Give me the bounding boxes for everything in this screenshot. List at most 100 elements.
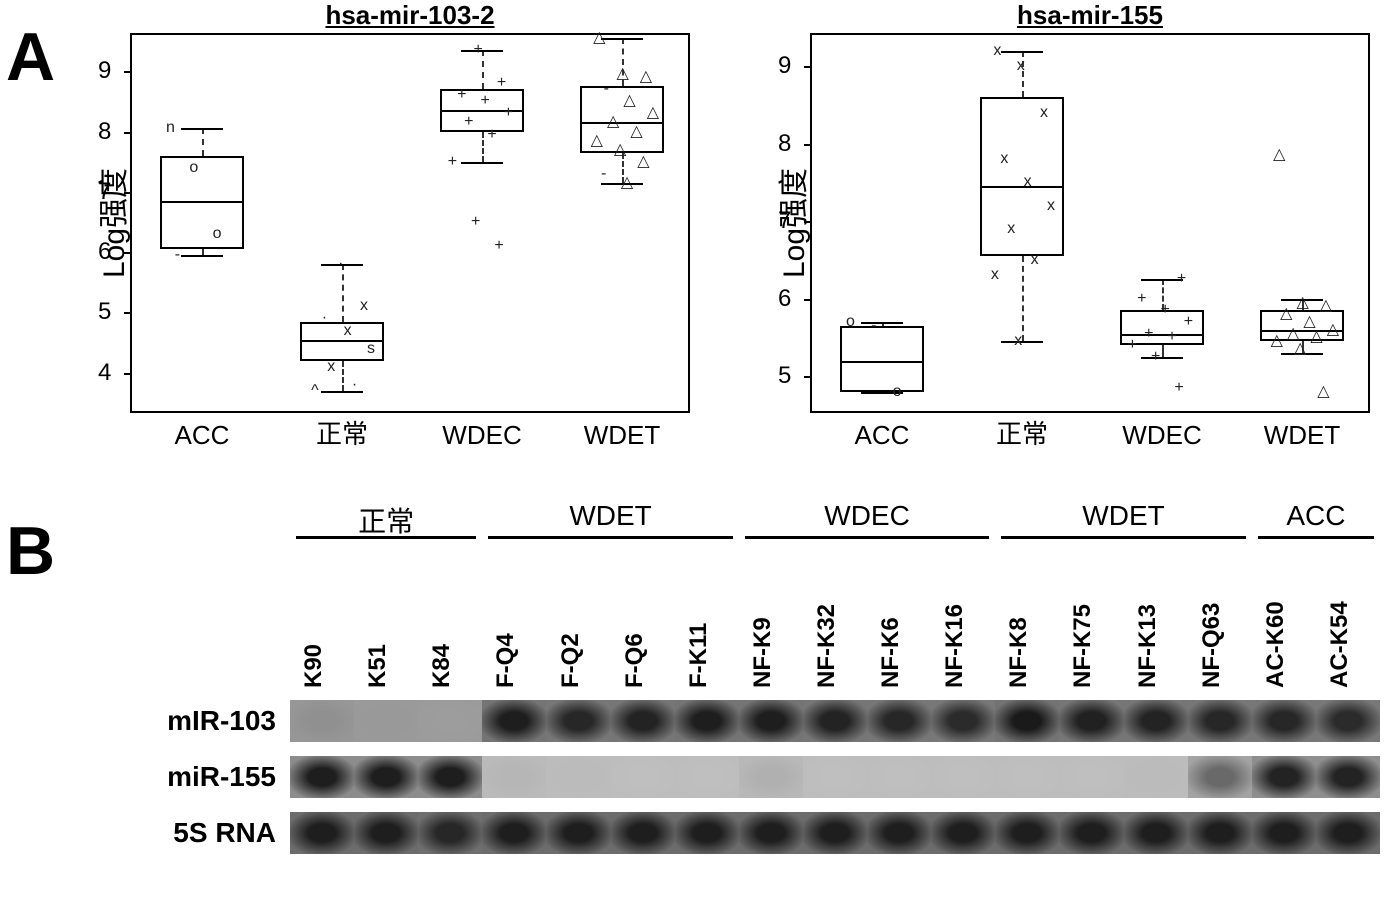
whisker — [1022, 256, 1024, 341]
band — [1252, 812, 1316, 854]
group-header: 正常 — [358, 500, 414, 540]
data-point: + — [487, 127, 496, 143]
band — [482, 756, 546, 798]
y-tick-label: 5 — [778, 362, 791, 390]
band — [1252, 700, 1316, 742]
data-point: · — [322, 310, 327, 326]
band — [931, 700, 995, 742]
band — [867, 700, 931, 742]
data-point: + — [1137, 291, 1146, 307]
band — [1124, 756, 1188, 798]
data-point: + — [474, 42, 483, 58]
lane-label: AC-K60 — [1262, 601, 1290, 688]
data-point: x — [344, 323, 352, 339]
data-point: - — [871, 318, 876, 334]
data-point: x — [1040, 105, 1048, 121]
panel-a: hsa-mir-103-2Log强度456789ACC正常WDECWDETnoo… — [90, 0, 1390, 480]
x-category-label: ACC — [855, 420, 910, 451]
band — [1059, 812, 1123, 854]
band — [995, 756, 1059, 798]
y-tick — [804, 376, 812, 378]
boxplot-chart: hsa-mir-103-2Log强度456789ACC正常WDECWDETnoo… — [130, 0, 690, 480]
lane-label: AC-K54 — [1326, 601, 1354, 688]
lane-labels: K90K51K84F-Q4F-Q2F-Q6F-K11NF-K9NF-K32NF-… — [290, 552, 1380, 692]
data-point: △ — [621, 175, 633, 191]
whisker-cap — [1001, 51, 1043, 53]
blot-rows: mIR-103miR-1555S RNA — [90, 700, 1380, 868]
data-point: △ — [616, 66, 628, 82]
whisker-cap — [1141, 357, 1183, 359]
data-point: x — [1000, 151, 1008, 167]
data-point: + — [471, 214, 480, 230]
band — [611, 700, 675, 742]
data-point: x — [991, 267, 999, 283]
lane-label: NF-Q63 — [1198, 603, 1226, 688]
x-category-label: ACC — [175, 420, 230, 451]
y-tick-label: 8 — [98, 118, 111, 146]
band — [675, 812, 739, 854]
y-tick-label: 7 — [98, 178, 111, 206]
data-point: x — [360, 298, 368, 314]
band — [1059, 700, 1123, 742]
lane-label: K51 — [364, 644, 392, 688]
band — [1188, 756, 1252, 798]
chart-plot-area: Log强度56789ACC正常WDECWDETo-oxxxxxxxxxx++++… — [810, 33, 1370, 413]
blot-row: 5S RNA — [90, 812, 1380, 854]
group-header: WDET — [1082, 500, 1164, 532]
data-point: △ — [591, 133, 603, 149]
blot-strip — [290, 756, 1380, 798]
whisker — [342, 264, 344, 321]
data-point: △ — [1296, 295, 1308, 311]
band — [931, 812, 995, 854]
y-tick-label: 5 — [98, 298, 111, 326]
data-point: x — [993, 43, 1001, 59]
data-point: o — [893, 384, 902, 400]
data-point: + — [1167, 329, 1176, 345]
data-point: + — [1184, 314, 1193, 330]
data-point: + — [480, 93, 489, 109]
band — [290, 812, 354, 854]
blot-row: miR-155 — [90, 756, 1380, 798]
group-rule — [745, 536, 989, 539]
y-tick — [804, 299, 812, 301]
whisker — [342, 361, 344, 391]
data-point: △ — [1273, 147, 1285, 163]
data-point: + — [1144, 326, 1153, 342]
data-point: △ — [637, 154, 649, 170]
band — [611, 756, 675, 798]
band — [739, 756, 803, 798]
band — [867, 812, 931, 854]
data-point: o — [846, 314, 855, 330]
lane-label: NF-K9 — [749, 617, 777, 688]
chart-plot-area: Log强度456789ACC正常WDECWDETnoo-·x·xsx·^++++… — [130, 33, 690, 413]
data-point: - — [604, 81, 609, 97]
band — [1188, 700, 1252, 742]
x-category-label: WDET — [1264, 420, 1341, 451]
data-point: ^ — [311, 383, 319, 399]
band — [1188, 812, 1252, 854]
band — [931, 756, 995, 798]
y-tick-label: 8 — [778, 130, 791, 158]
data-point: + — [497, 75, 506, 91]
data-point: o — [189, 160, 198, 176]
data-point: x — [1031, 252, 1039, 268]
band — [546, 756, 610, 798]
lane-label: F-K11 — [685, 623, 713, 688]
lane-label: NF-K6 — [877, 617, 905, 688]
y-tick — [124, 252, 132, 254]
whisker-cap — [461, 162, 503, 164]
whisker — [1162, 345, 1164, 357]
data-point: x — [1017, 58, 1025, 74]
band — [739, 812, 803, 854]
band — [1316, 700, 1380, 742]
lane-label: F-Q2 — [557, 633, 585, 688]
band — [803, 756, 867, 798]
data-point: · — [352, 377, 357, 393]
data-point: + — [504, 105, 513, 121]
whisker-cap — [181, 255, 223, 257]
band — [482, 812, 546, 854]
y-tick — [124, 71, 132, 73]
data-point: △ — [1310, 329, 1322, 345]
y-tick — [804, 66, 812, 68]
group-header: WDET — [569, 500, 651, 532]
